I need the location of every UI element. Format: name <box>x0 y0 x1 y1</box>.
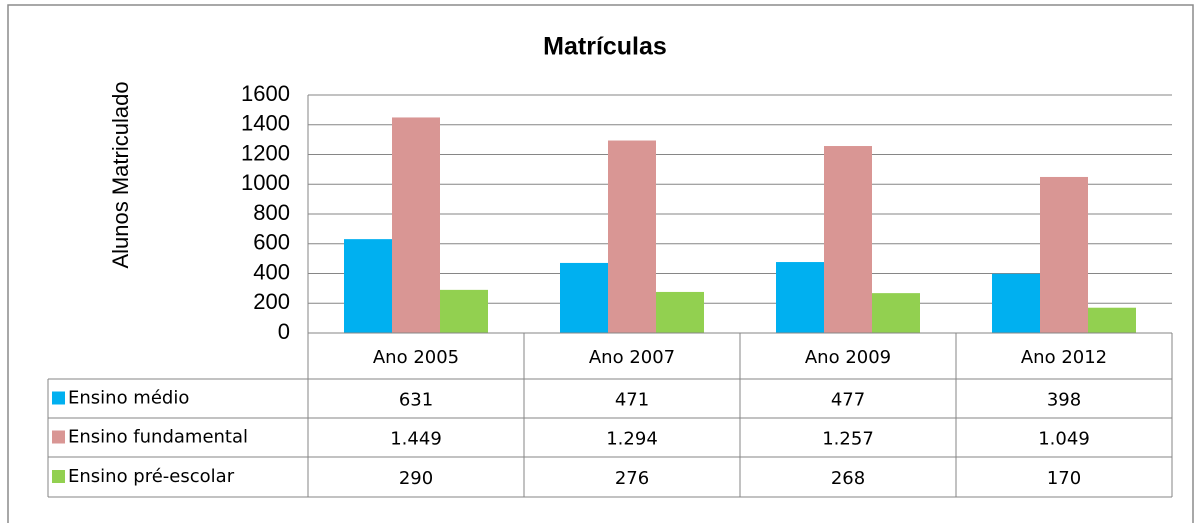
y-tick-label: 200 <box>253 289 290 314</box>
bar <box>392 117 440 334</box>
x-tick-label: Ano 2012 <box>1021 347 1107 368</box>
legend-label: Ensino fundamental <box>68 427 248 448</box>
y-tick-label: 1200 <box>241 140 290 165</box>
table-value: 471 <box>615 390 649 411</box>
bar <box>872 293 920 333</box>
legend-label: Ensino médio <box>68 388 189 409</box>
bar <box>560 262 608 333</box>
y-tick-label: 1000 <box>241 170 290 195</box>
legend-swatch <box>52 470 65 483</box>
legend-swatch <box>52 430 65 444</box>
table-value: 1.257 <box>822 429 874 450</box>
table-value: 276 <box>615 468 649 489</box>
table-value: 170 <box>1047 468 1081 489</box>
table-value: 398 <box>1047 390 1081 411</box>
table-value: 1.294 <box>606 429 658 450</box>
y-tick-label: 1600 <box>241 81 290 106</box>
y-tick-label: 800 <box>253 200 290 225</box>
bar <box>344 239 392 333</box>
y-axis-label: Alunos Matriculado <box>108 81 133 268</box>
y-tick-label: 400 <box>253 259 290 284</box>
table-value: 268 <box>831 468 865 489</box>
y-tick-label: 0 <box>278 319 290 344</box>
bar <box>824 146 872 333</box>
table-value: 290 <box>399 468 433 489</box>
y-tick-label: 600 <box>253 230 290 255</box>
bar <box>608 140 656 333</box>
bar <box>656 291 704 333</box>
chart-title: Matrículas <box>543 33 667 61</box>
table-value: 1.449 <box>390 429 442 450</box>
table-value: 477 <box>831 390 865 411</box>
bar <box>440 289 488 333</box>
bar <box>1040 176 1088 333</box>
bar <box>1088 307 1136 333</box>
y-tick-label: 1400 <box>241 111 290 136</box>
table-value: 631 <box>399 390 433 411</box>
x-tick-label: Ano 2005 <box>373 347 459 368</box>
x-tick-label: Ano 2009 <box>805 347 891 368</box>
table-value: 1.049 <box>1038 429 1090 450</box>
frame <box>7 4 1194 523</box>
legend-swatch <box>52 391 65 405</box>
bar <box>992 273 1040 333</box>
x-tick-label: Ano 2007 <box>589 347 675 368</box>
legend-label: Ensino pré-escolar <box>68 466 235 487</box>
bar <box>776 262 824 333</box>
